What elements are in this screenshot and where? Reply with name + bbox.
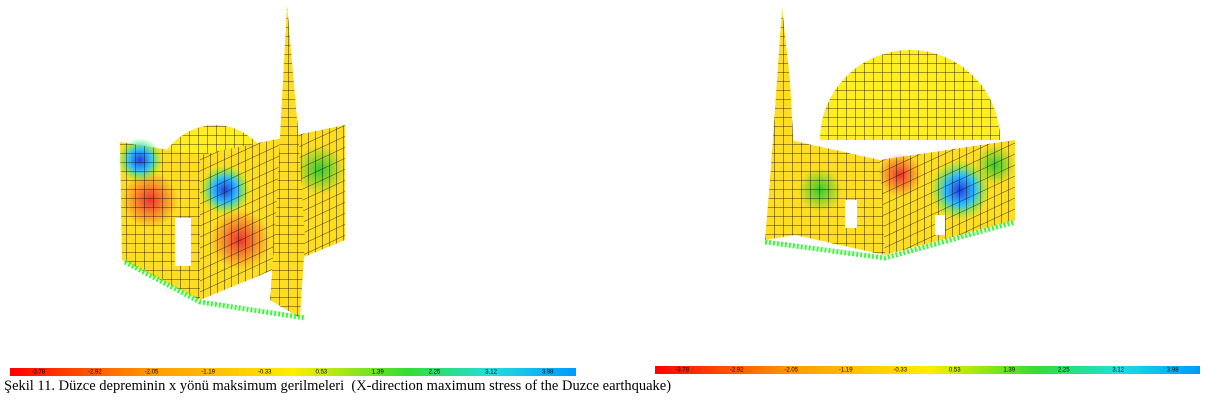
colorbar-label: 3.98 [1167,368,1179,374]
colorbar-label: -2.05 [145,370,159,376]
figure: -3.78 -2.92 -2.05 -1.19 -0.33 0.53 1.39 2.25 3.1… [0,0,1209,406]
colorbar-label: 3.12 [1112,368,1124,374]
colorbar-label: -0.33 [893,368,907,374]
colorbar-label: 2.25 [1058,368,1070,374]
colorbar: -3.78 -2.92 -2.05 -1.19 -0.33 0.53 1.39 2.25 3.1… [10,368,576,376]
figure-caption: Şekil 11. Düzce depreminin x yönü maksim… [4,378,671,395]
fem-model-right [765,8,1015,258]
colorbar-label: 1.39 [372,370,384,376]
colorbar-label: -0.33 [258,370,272,376]
colorbar-label: -2.05 [784,368,798,374]
colorbar-label: 2.25 [429,370,441,376]
page: -3.78 -2.92 -2.05 -1.19 -0.33 0.53 1.39 2.25 3.1… [0,0,1209,406]
colorbar-label: 3.98 [542,370,554,376]
colorbar-label: 3.12 [485,370,497,376]
fem-model-left [118,5,345,318]
colorbar-label: -1.19 [201,370,215,376]
colorbar-label: -3.78 [31,370,45,376]
colorbar-label: -2.92 [88,370,102,376]
colorbar-label: 1.39 [1003,368,1015,374]
colorbar-label: 0.53 [315,370,327,376]
colorbar-label: -3.78 [675,368,689,374]
colorbar-label: -2.92 [730,368,744,374]
colorbar-label: 0.53 [949,368,961,374]
colorbar: -3.78 -2.92 -2.05 -1.19 -0.33 0.53 1.39 2.25 3.1… [655,366,1200,374]
colorbar-label: -1.19 [839,368,853,374]
